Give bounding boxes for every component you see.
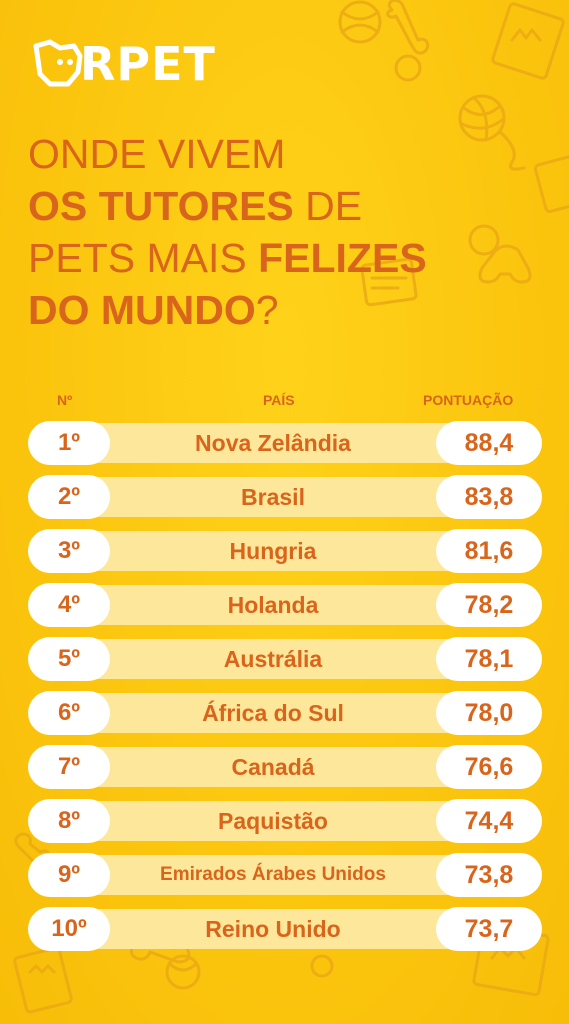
rank-pill: 3º <box>28 529 110 573</box>
table-row: 1º Nova Zelândia 88,4 <box>28 421 542 465</box>
rank-pill: 5º <box>28 637 110 681</box>
game-controller-icon <box>478 244 532 284</box>
score-pill: 83,8 <box>436 475 542 519</box>
score-pill: 78,1 <box>436 637 542 681</box>
title-line-2-bold: OS TUTORES <box>28 183 294 229</box>
brand-logo: RPET <box>30 38 216 90</box>
row-band <box>68 909 502 949</box>
country-name: África do Sul <box>202 699 344 726</box>
table-row: 6º África do Sul 78,0 <box>28 691 542 735</box>
table-row: 8º Paquistão 74,4 <box>28 799 542 843</box>
table-row: 3º Hungria 81,6 <box>28 529 542 573</box>
table-row: 9º Emirados Árabes Unidos 73,8 <box>28 853 542 897</box>
rank-pill: 8º <box>28 799 110 843</box>
row-band <box>68 855 502 895</box>
table-row: 7º Canadá 76,6 <box>28 745 542 789</box>
country-name: Holanda <box>227 591 319 618</box>
row-band <box>68 693 502 733</box>
dog-frame-icon <box>491 2 565 80</box>
country-name: Brasil <box>241 483 305 510</box>
table-row: 10º Reino Unido 73,7 <box>28 907 542 951</box>
title-line-3: PETS MAIS FELIZES <box>28 232 427 284</box>
header-country: PAÍS <box>263 392 295 408</box>
rank-pill: 6º <box>28 691 110 735</box>
score-pill: 78,0 <box>436 691 542 735</box>
rank-pill: 1º <box>28 421 110 465</box>
page-title: ONDE VIVEM OS TUTORES DE PETS MAIS FELIZ… <box>28 128 427 336</box>
title-line-3-normal: PETS MAIS <box>28 235 259 281</box>
score-pill: 88,4 <box>436 421 542 465</box>
row-band <box>68 801 502 841</box>
header-score: PONTUAÇÃO <box>423 392 514 408</box>
row-band <box>68 477 502 517</box>
title-line-4-rest: ? <box>255 287 279 333</box>
rank-pill: 10º <box>28 907 110 951</box>
row-band <box>68 639 502 679</box>
row-band <box>68 585 502 625</box>
row-band <box>68 423 502 463</box>
table-header: Nº PAÍS PONTUAÇÃO <box>0 392 569 412</box>
country-name: Austrália <box>223 645 323 672</box>
country-name: Hungria <box>229 537 317 564</box>
rank-pill: 7º <box>28 745 110 789</box>
score-pill: 81,6 <box>436 529 542 573</box>
ranking-table: 1º Nova Zelândia 88,4 2º Brasil 83,8 3º … <box>28 421 542 961</box>
ball-icon <box>338 0 382 44</box>
country-name: Reino Unido <box>205 915 341 942</box>
row-band <box>68 531 502 571</box>
table-row: 2º Brasil 83,8 <box>28 475 542 519</box>
title-line-3-bold: FELIZES <box>258 235 427 281</box>
score-pill: 73,8 <box>436 853 542 897</box>
score-pill: 73,7 <box>436 907 542 951</box>
title-line-4-bold: DO MUNDO <box>28 287 256 333</box>
brand-name: RPET <box>80 37 216 91</box>
table-row: 4º Holanda 78,2 <box>28 583 542 627</box>
paw-print-icon <box>533 155 569 213</box>
table-row: 5º Austrália 78,1 <box>28 637 542 681</box>
row-band <box>68 747 502 787</box>
title-line-4: DO MUNDO? <box>28 284 427 336</box>
title-line-1: ONDE VIVEM <box>28 131 286 177</box>
title-line-2: OS TUTORES DE <box>28 180 427 232</box>
country-name: Paquistão <box>218 807 328 834</box>
score-pill: 78,2 <box>436 583 542 627</box>
score-pill: 74,4 <box>436 799 542 843</box>
dog-head-icon <box>33 39 83 87</box>
yarn-ball-icon <box>458 94 526 171</box>
country-name: Nova Zelândia <box>195 429 351 456</box>
rank-pill: 9º <box>28 853 110 897</box>
title-line-2-rest: DE <box>293 183 363 229</box>
bone-icon <box>386 0 430 82</box>
score-pill: 76,6 <box>436 745 542 789</box>
country-name: Emirados Árabes Unidos <box>160 864 386 885</box>
rank-pill: 4º <box>28 583 110 627</box>
header-rank: Nº <box>57 392 73 408</box>
rank-pill: 2º <box>28 475 110 519</box>
ball-icon <box>468 224 500 256</box>
country-name: Canadá <box>231 753 315 780</box>
